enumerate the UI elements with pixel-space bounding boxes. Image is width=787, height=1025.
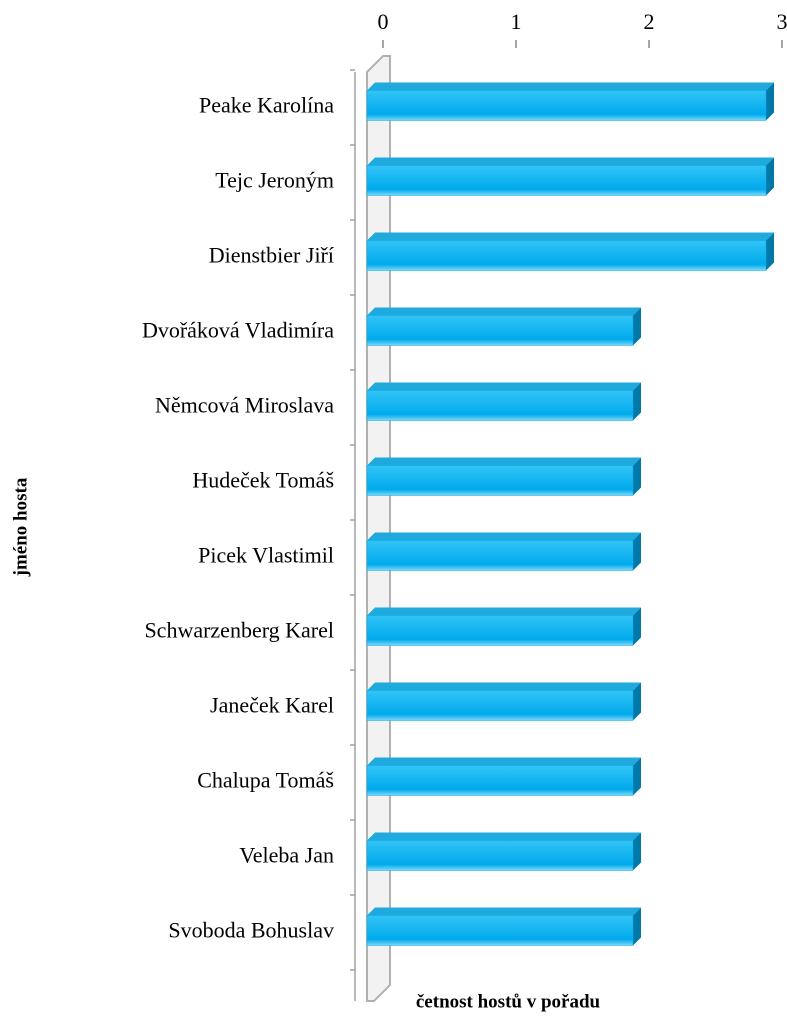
bar: [366, 832, 641, 871]
bar: [366, 757, 641, 796]
bar: [366, 607, 641, 646]
bar-top: [367, 607, 641, 616]
x-axis-title: četnost hostů v pořadu: [416, 991, 601, 1012]
bar: [366, 457, 641, 496]
bar-side: [633, 832, 641, 871]
bar-top: [367, 157, 774, 166]
bar-top: [367, 532, 641, 541]
bar-top: [367, 832, 641, 841]
bar-side: [766, 82, 774, 121]
y-tick-label: Picek Vlastimil: [198, 543, 334, 568]
bar-side: [633, 532, 641, 571]
y-tick-label: Němcová Miroslava: [155, 393, 334, 418]
y-tick-label: Hudeček Tomáš: [192, 468, 334, 493]
x-tick-label: 3: [777, 9, 787, 34]
bar-side: [633, 307, 641, 346]
bar: [366, 82, 774, 121]
bar: [366, 382, 641, 421]
y-tick-label: Dienstbier Jiří: [209, 243, 334, 268]
x-tick-label: 1: [511, 9, 522, 34]
bar: [366, 682, 641, 721]
bar-front: [366, 90, 767, 121]
bar-top: [367, 682, 641, 691]
bar-side: [633, 682, 641, 721]
y-tick-label: Janeček Karel: [210, 693, 334, 718]
bar-top: [367, 907, 641, 916]
bar: [366, 907, 641, 946]
bar-front: [366, 465, 634, 496]
y-tick-label: Chalupa Tomáš: [197, 768, 334, 793]
x-tick-label: 2: [644, 9, 655, 34]
y-tick-label: Svoboda Bohuslav: [168, 918, 334, 943]
bar: [366, 307, 641, 346]
bar: [366, 532, 641, 571]
bar-front: [366, 915, 634, 946]
x-tick-label: 0: [378, 9, 389, 34]
y-axis-title: jméno hosta: [10, 477, 31, 577]
y-tick-label: Tejc Jeroným: [215, 168, 334, 193]
bar-front: [366, 165, 767, 196]
bar-front: [366, 390, 634, 421]
bar-side: [633, 607, 641, 646]
bar: [366, 157, 774, 196]
bar-top: [367, 757, 641, 766]
bar-top: [367, 232, 774, 241]
bar-front: [366, 690, 634, 721]
bar-front: [366, 765, 634, 796]
bar-front: [366, 315, 634, 346]
bar-front: [366, 615, 634, 646]
bar-side: [766, 232, 774, 271]
bar-side: [633, 757, 641, 796]
bar-side: [633, 382, 641, 421]
bar-side: [766, 157, 774, 196]
bar-top: [367, 457, 641, 466]
bar-top: [367, 307, 641, 316]
y-tick-label: Dvořáková Vladimíra: [142, 318, 334, 343]
bar-front: [366, 240, 767, 271]
bar-top: [367, 382, 641, 391]
y-tick-label: Schwarzenberg Karel: [144, 618, 334, 643]
bar-front: [366, 540, 634, 571]
bar-side: [633, 907, 641, 946]
bar: [366, 232, 774, 271]
bar-front: [366, 840, 634, 871]
bar-side: [633, 457, 641, 496]
y-tick-label: Peake Karolína: [199, 93, 334, 118]
bar-top: [367, 82, 774, 91]
y-tick-label: Veleba Jan: [239, 843, 334, 868]
